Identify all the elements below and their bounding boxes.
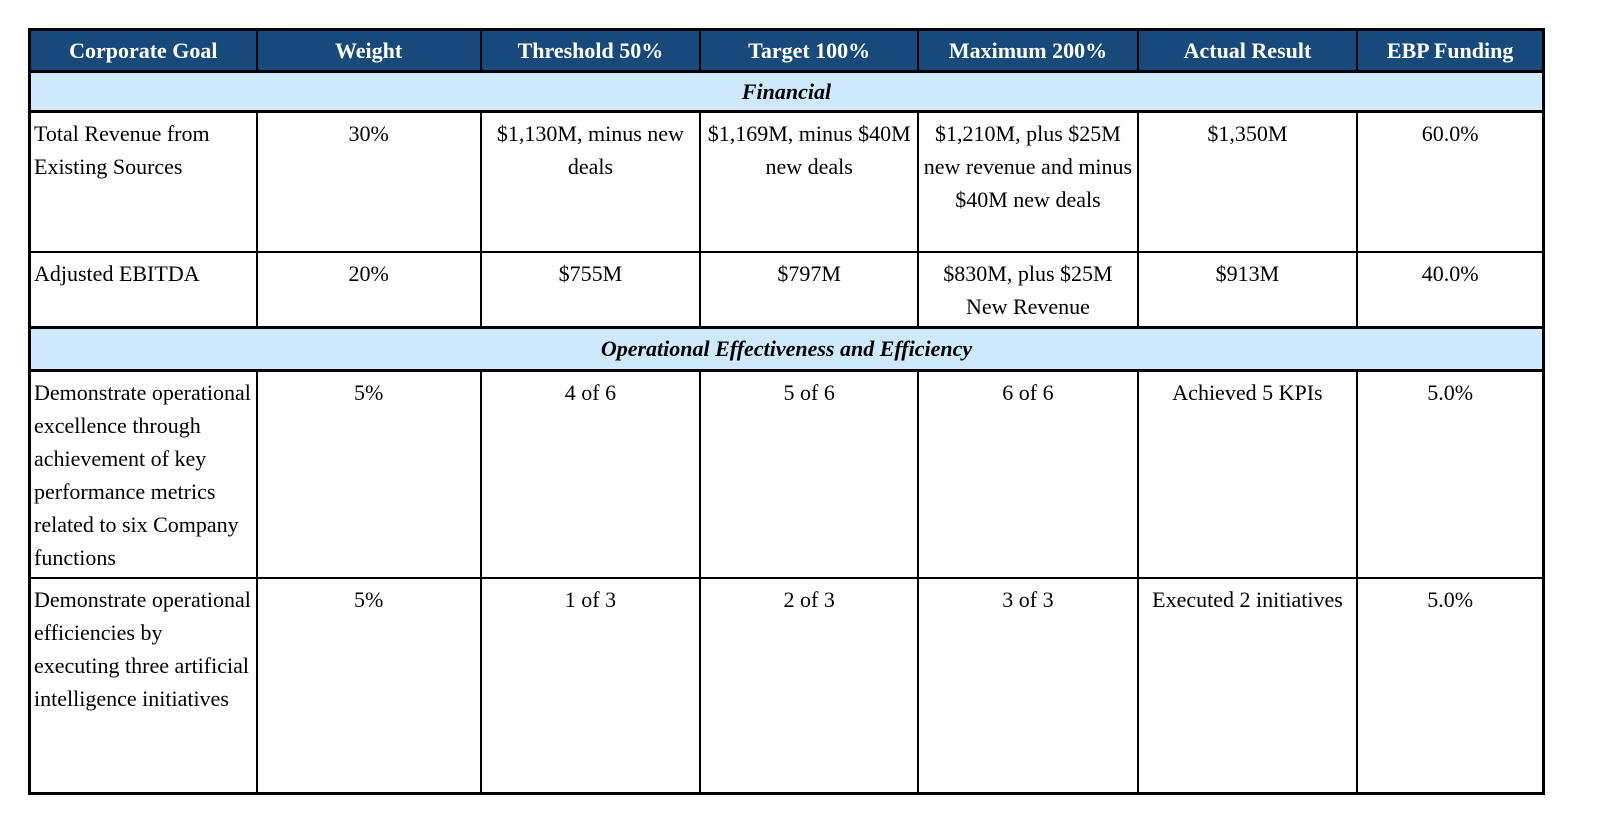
section-header-row: Financial — [28, 70, 1545, 113]
threshold-cell: 1 of 3 — [479, 576, 702, 795]
section-title: Operational Effectiveness and Efficiency — [28, 325, 1545, 372]
weight-cell: 5% — [255, 369, 482, 579]
target-cell: 5 of 6 — [699, 369, 920, 579]
weight-cell: 30% — [255, 110, 482, 253]
target-cell: $797M — [699, 250, 920, 328]
actual-result-cell: $913M — [1136, 250, 1359, 328]
column-header-goal: Corporate Goal — [28, 28, 258, 73]
goal-cell: Total Revenue from Existing Sources — [28, 110, 258, 253]
ebp-funding-cell: 5.0% — [1356, 576, 1545, 795]
actual-result-cell: Achieved 5 KPIs — [1136, 369, 1359, 579]
ebp-funding-cell: 60.0% — [1356, 110, 1545, 253]
maximum-cell: $1,210M, plus $25M new revenue and minus… — [917, 110, 1139, 253]
table-row: Adjusted EBITDA 20% $755M $797M $830M, plus … — [28, 250, 1545, 328]
section-header-row: Operational Effectiveness and Efficiency — [28, 325, 1545, 372]
goal-cell: Demonstrate operational excellence throu… — [28, 369, 258, 579]
threshold-cell: $1,130M, minus new deals — [479, 110, 702, 253]
corporate-goals-table: Corporate Goal Weight Threshold 50% Target … — [28, 28, 1545, 795]
column-header-ebp-funding: EBP Funding — [1356, 28, 1545, 73]
maximum-cell: 6 of 6 — [917, 369, 1139, 579]
column-header-threshold: Threshold 50% — [479, 28, 702, 73]
table-header: Corporate Goal Weight Threshold 50% Target … — [28, 28, 1545, 73]
target-cell: $1,169M, minus $40M new deals — [699, 110, 920, 253]
threshold-cell: $755M — [479, 250, 702, 328]
threshold-cell: 4 of 6 — [479, 369, 702, 579]
actual-result-cell: Executed 2 initiatives — [1136, 576, 1359, 795]
column-header-weight: Weight — [255, 28, 482, 73]
table-body: Financial Total Revenue from Existing Sou… — [28, 70, 1545, 795]
column-header-maximum: Maximum 200% — [917, 28, 1139, 73]
maximum-cell: 3 of 3 — [917, 576, 1139, 795]
table-header-row: Corporate Goal Weight Threshold 50% Target … — [28, 28, 1545, 73]
section-title: Financial — [28, 70, 1545, 113]
ebp-funding-cell: 40.0% — [1356, 250, 1545, 328]
actual-result-cell: $1,350M — [1136, 110, 1359, 253]
goal-cell: Demonstrate operational efficiencies by … — [28, 576, 258, 795]
table-row: Demonstrate operational excellence throu… — [28, 369, 1545, 579]
target-cell: 2 of 3 — [699, 576, 920, 795]
table-row: Demonstrate operational efficiencies by … — [28, 576, 1545, 795]
weight-cell: 5% — [255, 576, 482, 795]
ebp-funding-cell: 5.0% — [1356, 369, 1545, 579]
table-row: Total Revenue from Existing Sources 30% $1… — [28, 110, 1545, 253]
column-header-target: Target 100% — [699, 28, 920, 73]
maximum-cell: $830M, plus $25M New Revenue — [917, 250, 1139, 328]
weight-cell: 20% — [255, 250, 482, 328]
column-header-actual-result: Actual Result — [1136, 28, 1359, 73]
goal-cell: Adjusted EBITDA — [28, 250, 258, 328]
